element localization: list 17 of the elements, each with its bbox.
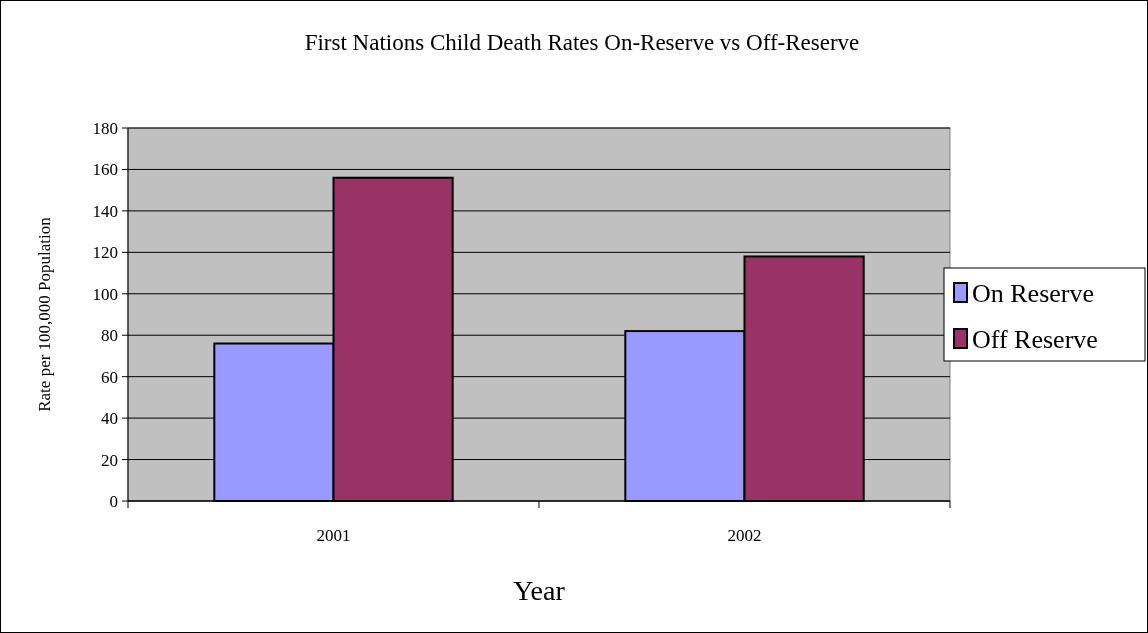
y-tick-label: 40: [101, 409, 118, 429]
x-tick-label: 2002: [727, 526, 762, 545]
y-tick-label: 120: [92, 243, 118, 263]
chart-title: First Nations Child Death Rates On-Reserve vs Off-Reserve: [304, 30, 860, 55]
y-tick-label: 100: [92, 284, 118, 304]
legend-label: On Reserve: [972, 279, 1095, 309]
x-axis-title: Year: [513, 575, 566, 606]
y-tick-label: 180: [92, 118, 118, 138]
y-tick-label: 20: [101, 450, 118, 470]
y-tick-label: 60: [101, 367, 118, 387]
y-tick-label: 140: [92, 201, 118, 221]
y-tick-label: 0: [109, 491, 118, 511]
y-axis-title: Rate per 100,000 Population: [35, 216, 54, 412]
legend-label: Off Reserve: [972, 325, 1098, 355]
y-tick-label: 160: [92, 160, 118, 180]
y-tick-label: 80: [101, 326, 118, 346]
x-tick-label: 2001: [316, 526, 351, 545]
